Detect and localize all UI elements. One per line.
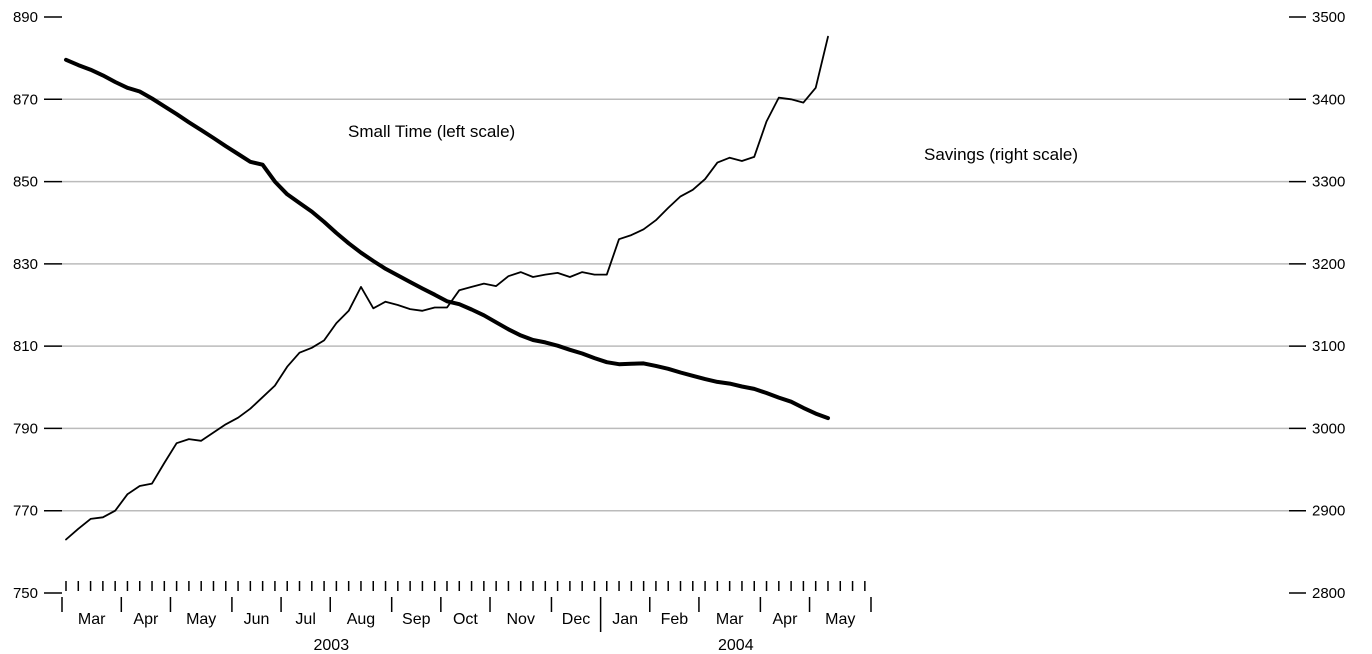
month-label: May — [825, 611, 855, 628]
month-label: Apr — [773, 611, 799, 628]
small-time-annotation: Small Time (left scale) — [348, 122, 515, 141]
month-label: Jun — [244, 611, 270, 628]
right-tick-label: 3400 — [1312, 91, 1345, 108]
right-tick-label: 3300 — [1312, 174, 1345, 191]
right-axis: 2800 2900 3000 3100 3200 3300 3400 3500 — [1289, 9, 1345, 602]
right-tick-label: 2900 — [1312, 503, 1345, 520]
month-label: Apr — [133, 611, 159, 628]
left-tick-label: 850 — [13, 174, 38, 191]
month-label: Oct — [453, 611, 478, 628]
month-label: Jul — [295, 611, 315, 628]
left-tick-label: 830 — [13, 256, 38, 273]
left-tick-label: 750 — [13, 585, 38, 602]
grid-lines — [62, 98, 1289, 512]
left-axis: 750 770 790 810 830 850 870 890 — [13, 9, 62, 602]
right-tick-label: 3100 — [1312, 338, 1345, 355]
left-tick-label: 810 — [13, 338, 38, 355]
left-tick-label: 770 — [13, 503, 38, 520]
left-tick-label: 890 — [13, 9, 38, 26]
month-label: Sep — [402, 611, 431, 628]
small-time-line — [64, 57, 830, 421]
month-label: May — [186, 611, 216, 628]
savings-annotation: Savings (right scale) — [924, 145, 1078, 164]
month-label: Feb — [661, 611, 689, 628]
right-tick-label: 3200 — [1312, 256, 1345, 273]
month-label: Jan — [612, 611, 638, 628]
savings-line — [65, 35, 829, 541]
year-label: 2003 — [314, 637, 350, 654]
right-tick-label: 3000 — [1312, 420, 1345, 437]
month-label: Aug — [347, 611, 375, 628]
left-tick-label: 870 — [13, 91, 38, 108]
month-label: Nov — [507, 611, 535, 628]
x-axis: Mar Apr May Jun Jul Aug Sep Oct Nov Dec Jan Feb Mar A… — [61, 581, 872, 654]
month-label: Mar — [78, 611, 106, 628]
left-tick-label: 790 — [13, 420, 38, 437]
month-label: Mar — [716, 611, 744, 628]
series-lines — [64, 35, 830, 541]
right-tick-label: 2800 — [1312, 585, 1345, 602]
month-label: Dec — [562, 611, 590, 628]
right-tick-label: 3500 — [1312, 9, 1345, 26]
year-label: 2004 — [718, 637, 754, 654]
